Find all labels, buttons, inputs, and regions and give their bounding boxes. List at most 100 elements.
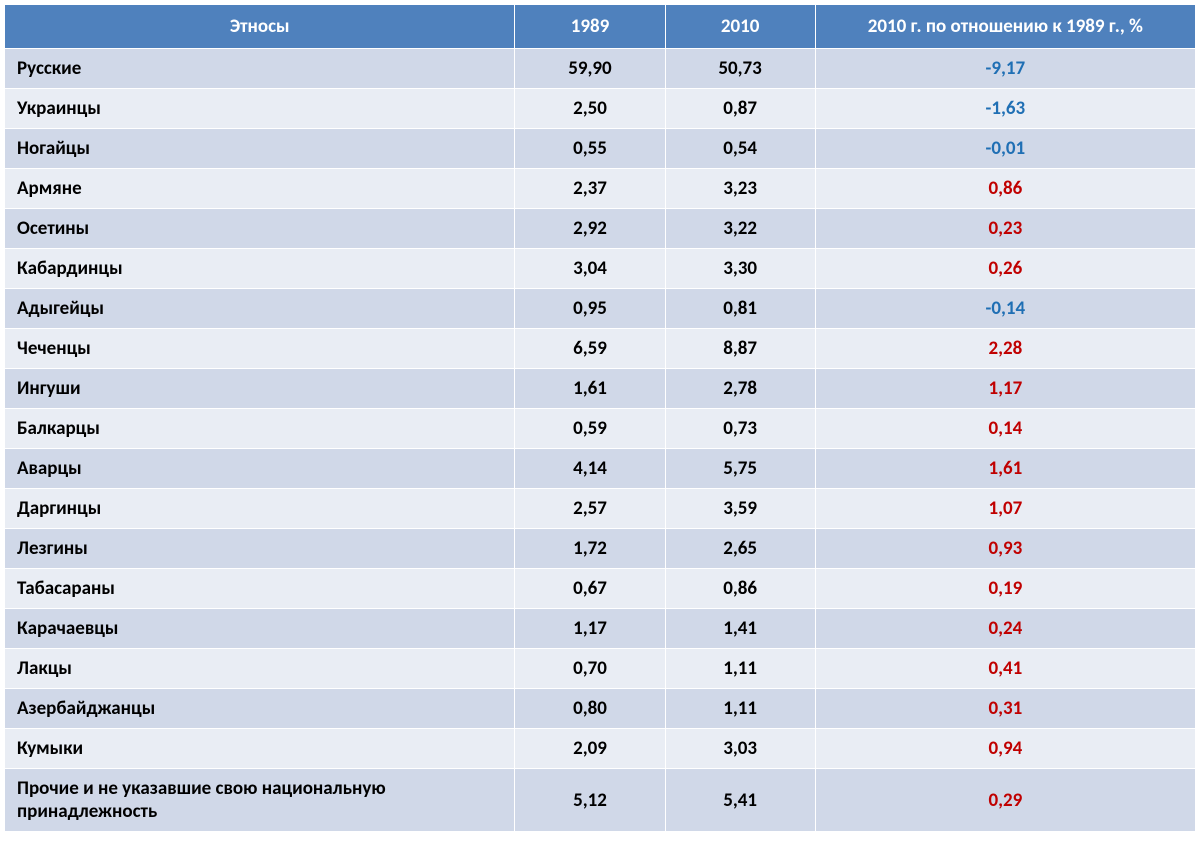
table-row: Балкарцы0,590,730,14 bbox=[5, 409, 1196, 449]
cell-2010: 5,41 bbox=[665, 769, 815, 832]
cell-ethnos: Ингуши bbox=[5, 369, 515, 409]
cell-1989: 0,80 bbox=[515, 689, 665, 729]
cell-change: 0,86 bbox=[815, 169, 1195, 209]
cell-ethnos: Кумыки bbox=[5, 729, 515, 769]
cell-2010: 0,73 bbox=[665, 409, 815, 449]
cell-2010: 3,30 bbox=[665, 249, 815, 289]
cell-change: 0,41 bbox=[815, 649, 1195, 689]
cell-2010: 1,11 bbox=[665, 649, 815, 689]
cell-ethnos: Адыгейцы bbox=[5, 289, 515, 329]
table-row: Табасараны0,670,860,19 bbox=[5, 569, 1196, 609]
cell-2010: 0,81 bbox=[665, 289, 815, 329]
table-header: Этносы 1989 2010 2010 г. по отношению к … bbox=[5, 5, 1196, 49]
table-row: Чеченцы6,598,872,28 bbox=[5, 329, 1196, 369]
col-header-name: Этносы bbox=[5, 5, 515, 49]
cell-ethnos: Ногайцы bbox=[5, 129, 515, 169]
cell-1989: 0,70 bbox=[515, 649, 665, 689]
cell-2010: 1,11 bbox=[665, 689, 815, 729]
cell-2010: 2,78 bbox=[665, 369, 815, 409]
cell-1989: 1,17 bbox=[515, 609, 665, 649]
cell-1989: 0,95 bbox=[515, 289, 665, 329]
cell-2010: 50,73 bbox=[665, 49, 815, 89]
cell-1989: 2,50 bbox=[515, 89, 665, 129]
cell-ethnos: Чеченцы bbox=[5, 329, 515, 369]
cell-1989: 6,59 bbox=[515, 329, 665, 369]
cell-ethnos: Карачаевцы bbox=[5, 609, 515, 649]
cell-1989: 4,14 bbox=[515, 449, 665, 489]
cell-change: 0,93 bbox=[815, 529, 1195, 569]
table-row: Украинцы2,500,87-1,63 bbox=[5, 89, 1196, 129]
cell-change: 0,31 bbox=[815, 689, 1195, 729]
cell-change: 1,07 bbox=[815, 489, 1195, 529]
cell-change: 0,26 bbox=[815, 249, 1195, 289]
table-row: Прочие и не указавшие свою национальную … bbox=[5, 769, 1196, 832]
cell-2010: 1,41 bbox=[665, 609, 815, 649]
cell-1989: 1,72 bbox=[515, 529, 665, 569]
table-row: Карачаевцы1,171,410,24 bbox=[5, 609, 1196, 649]
cell-ethnos: Табасараны bbox=[5, 569, 515, 609]
cell-1989: 2,92 bbox=[515, 209, 665, 249]
table-row: Даргинцы2,573,591,07 bbox=[5, 489, 1196, 529]
col-header-2010: 2010 bbox=[665, 5, 815, 49]
cell-change: 0,19 bbox=[815, 569, 1195, 609]
cell-ethnos: Кабардинцы bbox=[5, 249, 515, 289]
cell-change: 1,61 bbox=[815, 449, 1195, 489]
cell-2010: 0,54 bbox=[665, 129, 815, 169]
cell-change: 0,94 bbox=[815, 729, 1195, 769]
cell-2010: 2,65 bbox=[665, 529, 815, 569]
cell-ethnos: Даргинцы bbox=[5, 489, 515, 529]
cell-2010: 0,87 bbox=[665, 89, 815, 129]
table-row: Армяне2,373,230,86 bbox=[5, 169, 1196, 209]
cell-ethnos: Армяне bbox=[5, 169, 515, 209]
cell-ethnos: Лезгины bbox=[5, 529, 515, 569]
cell-1989: 3,04 bbox=[515, 249, 665, 289]
cell-ethnos: Украинцы bbox=[5, 89, 515, 129]
cell-1989: 5,12 bbox=[515, 769, 665, 832]
cell-2010: 0,86 bbox=[665, 569, 815, 609]
table-row: Ингуши1,612,781,17 bbox=[5, 369, 1196, 409]
table-row: Осетины2,923,220,23 bbox=[5, 209, 1196, 249]
cell-ethnos: Азербайджанцы bbox=[5, 689, 515, 729]
cell-change: 2,28 bbox=[815, 329, 1195, 369]
cell-change: -1,63 bbox=[815, 89, 1195, 129]
cell-1989: 2,37 bbox=[515, 169, 665, 209]
cell-2010: 3,22 bbox=[665, 209, 815, 249]
table-row: Азербайджанцы0,801,110,31 bbox=[5, 689, 1196, 729]
cell-2010: 3,23 bbox=[665, 169, 815, 209]
cell-change: 0,23 bbox=[815, 209, 1195, 249]
table-row: Лакцы0,701,110,41 bbox=[5, 649, 1196, 689]
cell-ethnos: Балкарцы bbox=[5, 409, 515, 449]
cell-change: 0,29 bbox=[815, 769, 1195, 832]
cell-change: 1,17 bbox=[815, 369, 1195, 409]
table-row: Русские59,9050,73-9,17 bbox=[5, 49, 1196, 89]
table-row: Адыгейцы0,950,81-0,14 bbox=[5, 289, 1196, 329]
cell-change: -0,01 bbox=[815, 129, 1195, 169]
cell-1989: 1,61 bbox=[515, 369, 665, 409]
table-row: Лезгины1,722,650,93 bbox=[5, 529, 1196, 569]
cell-change: -0,14 bbox=[815, 289, 1195, 329]
cell-2010: 3,03 bbox=[665, 729, 815, 769]
table-body: Русские59,9050,73-9,17Украинцы2,500,87-1… bbox=[5, 49, 1196, 832]
cell-1989: 59,90 bbox=[515, 49, 665, 89]
table-row: Кабардинцы3,043,300,26 bbox=[5, 249, 1196, 289]
cell-1989: 2,09 bbox=[515, 729, 665, 769]
cell-1989: 0,55 bbox=[515, 129, 665, 169]
cell-1989: 0,67 bbox=[515, 569, 665, 609]
ethnic-composition-table: Этносы 1989 2010 2010 г. по отношению к … bbox=[4, 4, 1196, 832]
table-row: Аварцы4,145,751,61 bbox=[5, 449, 1196, 489]
table-row: Кумыки2,093,030,94 bbox=[5, 729, 1196, 769]
cell-ethnos: Лакцы bbox=[5, 649, 515, 689]
cell-ethnos: Осетины bbox=[5, 209, 515, 249]
cell-ethnos: Русские bbox=[5, 49, 515, 89]
cell-2010: 3,59 bbox=[665, 489, 815, 529]
cell-2010: 8,87 bbox=[665, 329, 815, 369]
cell-change: 0,14 bbox=[815, 409, 1195, 449]
cell-1989: 2,57 bbox=[515, 489, 665, 529]
cell-change: -9,17 bbox=[815, 49, 1195, 89]
cell-2010: 5,75 bbox=[665, 449, 815, 489]
cell-change: 0,24 bbox=[815, 609, 1195, 649]
table-row: Ногайцы0,550,54-0,01 bbox=[5, 129, 1196, 169]
col-header-1989: 1989 bbox=[515, 5, 665, 49]
cell-ethnos: Прочие и не указавшие свою национальную … bbox=[5, 769, 515, 832]
cell-1989: 0,59 bbox=[515, 409, 665, 449]
